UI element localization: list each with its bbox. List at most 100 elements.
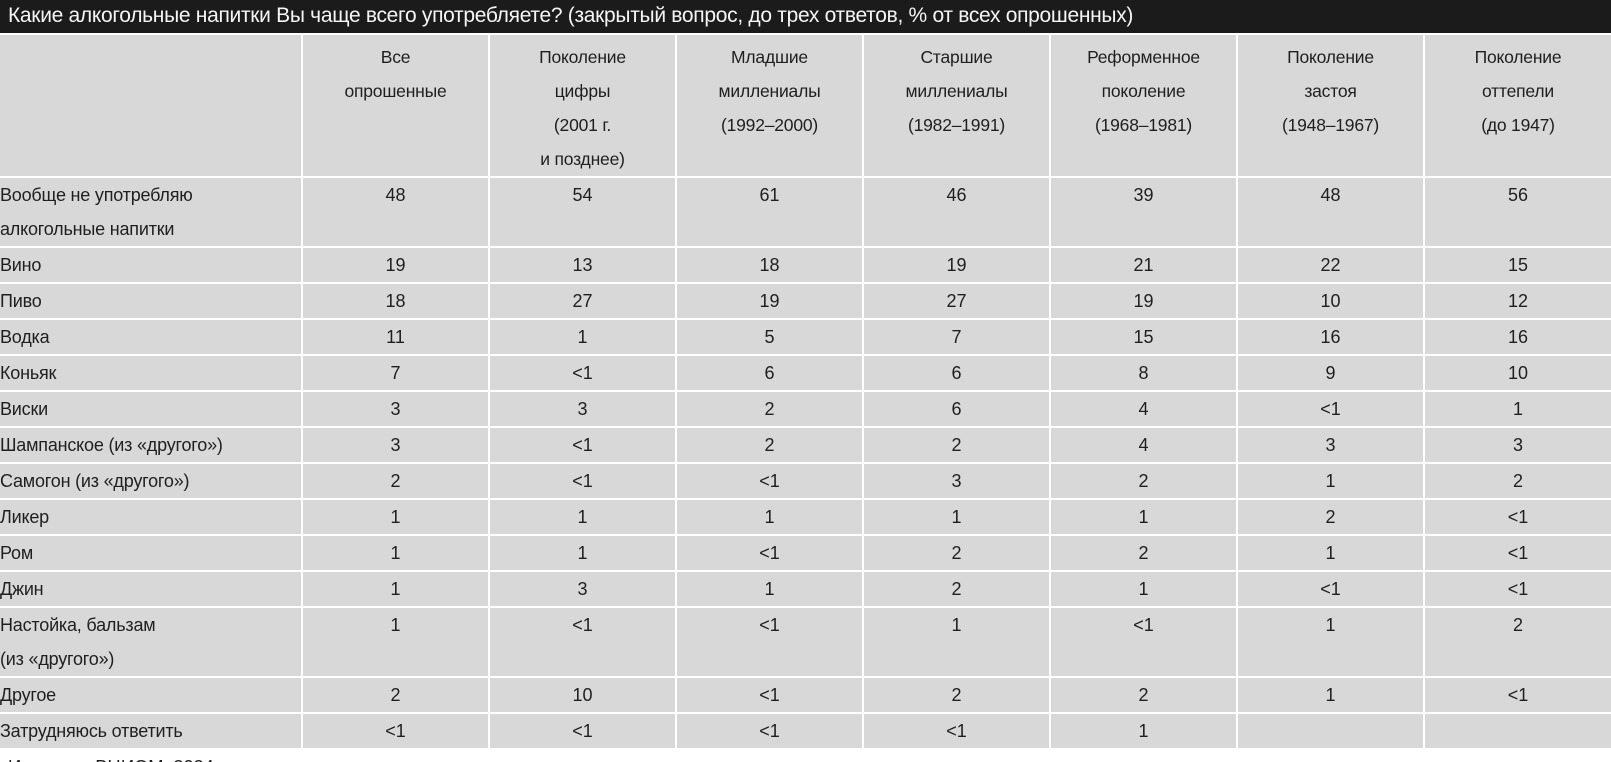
value-cell: <1 <box>677 678 864 714</box>
value-cell: 54 <box>490 178 677 248</box>
value-cell: 10 <box>1425 356 1611 392</box>
table-row: Ром 1 1 <1 2 2 1 <1 <box>0 536 1611 572</box>
value-cell: 46 <box>864 178 1051 248</box>
value-cell: 1 <box>1238 608 1425 678</box>
value-cell: 3 <box>303 392 490 428</box>
value-cell: 1 <box>1051 572 1238 608</box>
value-cell: 15 <box>1051 320 1238 356</box>
value-cell: 1 <box>303 572 490 608</box>
value-cell: 2 <box>1051 678 1238 714</box>
value-cell: 4 <box>1051 392 1238 428</box>
value-cell: 2 <box>1051 464 1238 500</box>
value-cell: <1 <box>677 608 864 678</box>
value-cell: 1 <box>1238 536 1425 572</box>
page-title: Какие алкогольные напитки Вы чаще всего … <box>0 0 1611 33</box>
table-row: Другое 2 10 <1 2 2 1 <1 <box>0 678 1611 714</box>
value-cell: 2 <box>303 678 490 714</box>
value-cell: 11 <box>303 320 490 356</box>
table-row: Затрудняюсь ответить <1 <1 <1 <1 1 <box>0 714 1611 750</box>
value-cell: 10 <box>1238 284 1425 320</box>
row-label: Ром <box>0 536 303 572</box>
value-cell: 3 <box>1238 428 1425 464</box>
value-cell: 10 <box>490 678 677 714</box>
value-cell: 2 <box>1238 500 1425 536</box>
value-cell: 22 <box>1238 248 1425 284</box>
value-cell: 2 <box>1051 536 1238 572</box>
table-row: Самогон (из «другого») 2 <1 <1 3 2 1 2 <box>0 464 1611 500</box>
survey-table: Все опрошенные Поколение цифры (2001 г. … <box>0 35 1611 750</box>
value-cell: 7 <box>864 320 1051 356</box>
row-label: Джин <box>0 572 303 608</box>
value-cell: <1 <box>677 464 864 500</box>
value-cell: 1 <box>1238 678 1425 714</box>
value-cell: <1 <box>303 714 490 750</box>
row-label: Настойка, бальзам (из «другого») <box>0 608 303 678</box>
value-cell: <1 <box>1425 500 1611 536</box>
value-cell: 1 <box>1238 464 1425 500</box>
value-cell: 2 <box>303 464 490 500</box>
table-row: Шампанское (из «другого») 3 <1 2 2 4 3 3 <box>0 428 1611 464</box>
value-cell: <1 <box>490 464 677 500</box>
value-cell: <1 <box>490 608 677 678</box>
value-cell: 1 <box>490 500 677 536</box>
value-cell: 27 <box>490 284 677 320</box>
value-cell: 18 <box>677 248 864 284</box>
column-header-all: Все опрошенные <box>303 35 490 178</box>
table-row: Водка 11 1 5 7 15 16 16 <box>0 320 1611 356</box>
value-cell: 1 <box>303 536 490 572</box>
value-cell: 19 <box>1051 284 1238 320</box>
value-cell: 16 <box>1238 320 1425 356</box>
value-cell: <1 <box>490 356 677 392</box>
value-cell: 2 <box>864 678 1051 714</box>
value-cell: 2 <box>677 392 864 428</box>
table-row: Виски 3 3 2 6 4 <1 1 <box>0 392 1611 428</box>
column-header-young-millennials: Младшие миллениалы (1992–2000) <box>677 35 864 178</box>
value-cell: 6 <box>864 392 1051 428</box>
row-label: Затрудняюсь ответить <box>0 714 303 750</box>
value-cell: 56 <box>1425 178 1611 248</box>
row-label: Вино <box>0 248 303 284</box>
value-cell: <1 <box>1425 572 1611 608</box>
value-cell: 1 <box>1051 500 1238 536</box>
value-cell: 1 <box>1051 714 1238 750</box>
value-cell: <1 <box>1051 608 1238 678</box>
row-label: Вообще не употребляю алкогольные напитки <box>0 178 303 248</box>
row-label: Коньяк <box>0 356 303 392</box>
value-cell: <1 <box>1238 392 1425 428</box>
value-cell: 1 <box>677 500 864 536</box>
value-cell: 8 <box>1051 356 1238 392</box>
value-cell: 7 <box>303 356 490 392</box>
table-row: Вино 19 13 18 19 21 22 15 <box>0 248 1611 284</box>
column-header-digital-gen: Поколение цифры (2001 г. и позднее) <box>490 35 677 178</box>
value-cell: 18 <box>303 284 490 320</box>
value-cell: 9 <box>1238 356 1425 392</box>
value-cell: 2 <box>1425 464 1611 500</box>
table-row: Пиво 18 27 19 27 19 10 12 <box>0 284 1611 320</box>
value-cell: 15 <box>1425 248 1611 284</box>
value-cell: <1 <box>1238 572 1425 608</box>
column-header-older-millennials: Старшие миллениалы (1982–1991) <box>864 35 1051 178</box>
value-cell: 2 <box>1425 608 1611 678</box>
row-label: Шампанское (из «другого») <box>0 428 303 464</box>
value-cell: <1 <box>490 714 677 750</box>
value-cell: 1 <box>303 608 490 678</box>
value-cell: 4 <box>1051 428 1238 464</box>
value-cell: 1 <box>864 500 1051 536</box>
value-cell: 48 <box>1238 178 1425 248</box>
value-cell: 6 <box>677 356 864 392</box>
value-cell: 2 <box>864 428 1051 464</box>
value-cell: 2 <box>864 536 1051 572</box>
value-cell: <1 <box>864 714 1051 750</box>
value-cell: 1 <box>677 572 864 608</box>
row-label: Виски <box>0 392 303 428</box>
value-cell: 16 <box>1425 320 1611 356</box>
row-label: Ликер <box>0 500 303 536</box>
value-cell: 21 <box>1051 248 1238 284</box>
value-cell: 1 <box>1425 392 1611 428</box>
value-cell: 1 <box>864 608 1051 678</box>
table-row: Настойка, бальзам (из «другого») 1 <1 <1… <box>0 608 1611 678</box>
value-cell: 1 <box>303 500 490 536</box>
value-cell: 13 <box>490 248 677 284</box>
value-cell <box>1425 714 1611 750</box>
